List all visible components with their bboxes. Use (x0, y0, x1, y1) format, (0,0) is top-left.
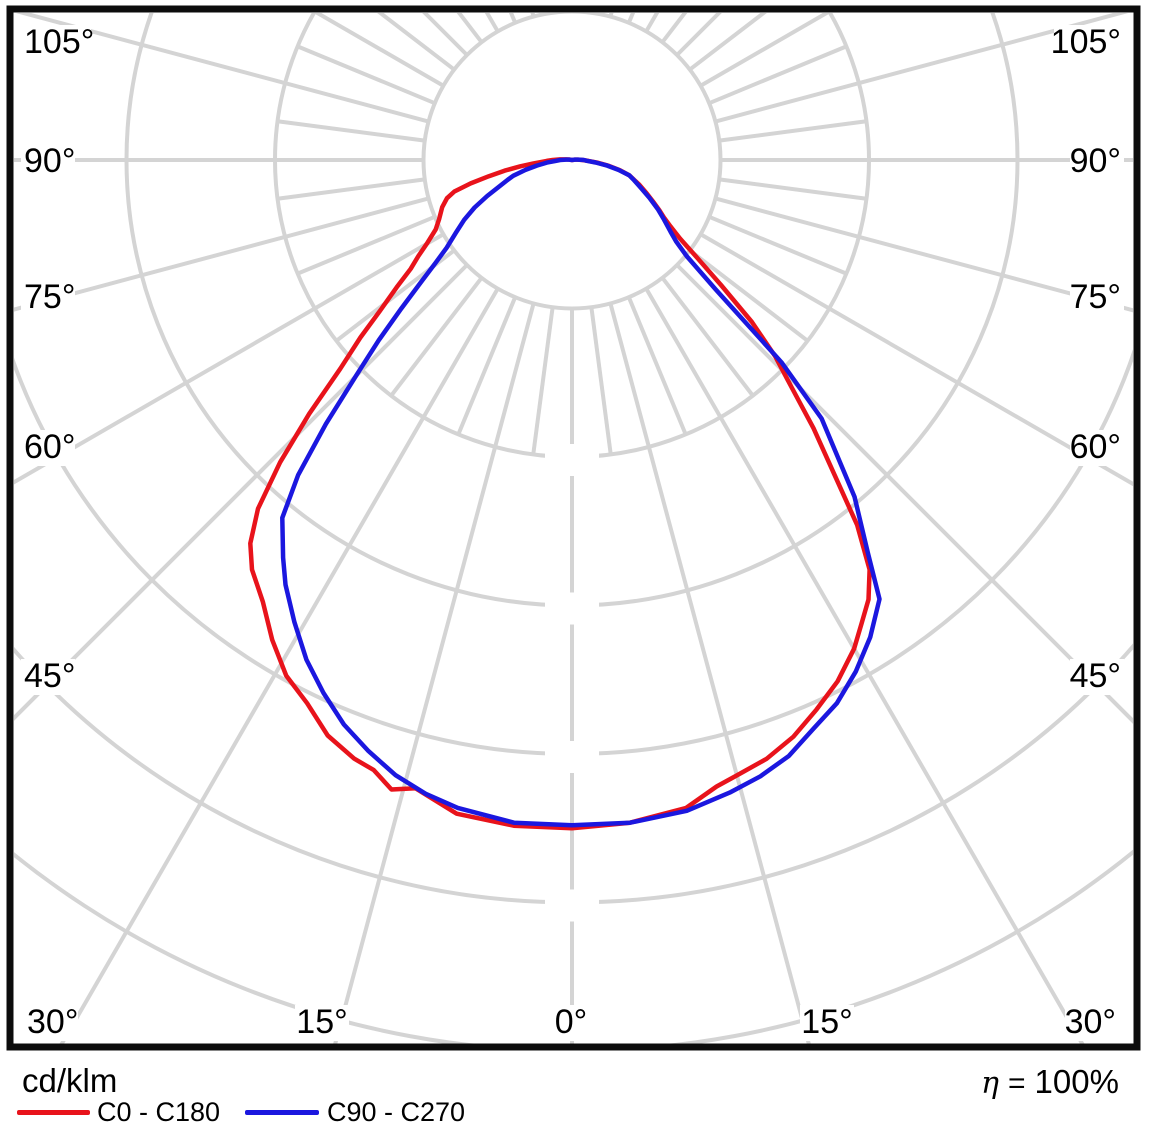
angle-spoke (332, 302, 536, 1045)
minor-angle-spoke (377, 13, 456, 72)
tick-label-bg (21, 659, 75, 695)
minor-angle-spoke (688, 248, 809, 343)
minor-angle-spoke (660, 13, 688, 44)
angle-spoke (699, 232, 1133, 487)
tick-label-bg (1070, 430, 1124, 466)
angle-tick-label: 15° (801, 1003, 852, 1041)
tick-label-bg (1065, 1005, 1119, 1041)
units-label: cd/klm (22, 1062, 118, 1099)
angle-tick-label: 45° (1070, 657, 1121, 695)
minor-angle-spoke (277, 119, 426, 143)
ring-value-box (545, 741, 599, 773)
eta-value: 100% (1034, 1063, 1119, 1100)
angle-spoke (714, 196, 1133, 313)
angle-spoke (14, 263, 469, 721)
minor-angle-spoke (626, 296, 688, 436)
minor-angle-spoke (660, 276, 755, 397)
ring-value-box (545, 592, 599, 625)
minor-angle-spoke (456, 296, 518, 436)
angle-tick-label: 45° (24, 657, 75, 695)
angle-spoke (675, 263, 1133, 724)
tick-label-bg (1070, 659, 1124, 695)
tick-label-bg (800, 1005, 854, 1041)
angle-spoke (644, 287, 1086, 1045)
angle-spoke (14, 196, 430, 312)
tick-label-bg (21, 280, 75, 316)
minor-angle-spoke (708, 214, 848, 276)
minor-angle-spoke (708, 44, 848, 106)
angle-spoke (15, 13, 430, 124)
ring-value-box (545, 444, 599, 476)
tick-label-bg (295, 1005, 349, 1041)
tick-label-bg (21, 144, 75, 180)
legend-label-c0-c180: C0 - C180 (97, 1097, 221, 1127)
legend-swatch-c0-c180 (17, 1110, 90, 1115)
eta-equals: = (1007, 1067, 1026, 1100)
angle-spoke (608, 302, 812, 1045)
angle-tick-label: 15° (296, 1003, 347, 1041)
angle-tick-label: 105° (1051, 23, 1121, 61)
tick-label-bg (552, 1005, 590, 1041)
minor-angle-spoke (531, 306, 555, 455)
minor-angle-spoke (296, 214, 436, 276)
minor-angle-spoke (718, 119, 867, 143)
minor-angle-spoke (296, 44, 436, 106)
angle-tick-label: 90° (24, 142, 75, 180)
tick-label-bg (24, 1005, 78, 1041)
efficiency-readout: η = 100% (981, 1063, 1119, 1101)
legend-swatch-c90-c270 (245, 1110, 319, 1115)
plot-frame (6, 5, 1141, 1051)
angle-spoke (14, 232, 445, 485)
tick-label-bg (1054, 25, 1124, 61)
angle-tick-label: 75° (24, 278, 75, 316)
eta-symbol: η (981, 1066, 999, 1101)
tick-label-bg (1070, 144, 1124, 180)
angle-tick-label: 0° (555, 1003, 588, 1041)
polar-ring (14, 348, 1133, 756)
angle-tick-label: 105° (24, 23, 94, 61)
legend-label-c90-c270: C90 - C270 (327, 1097, 466, 1127)
minor-angle-spoke (589, 306, 613, 455)
minor-angle-spoke (456, 13, 484, 44)
tick-label-bg (21, 430, 75, 466)
curve-c0-c180 (248, 157, 872, 831)
minor-angle-spoke (277, 177, 426, 201)
angle-tick-label: 90° (1070, 142, 1121, 180)
angle-tick-label: 60° (1070, 428, 1121, 466)
tick-label-bg (21, 25, 91, 61)
angle-tick-label: 60° (24, 428, 75, 466)
minor-angle-spoke (688, 13, 767, 72)
angle-tick-label: 75° (1070, 278, 1121, 316)
angle-tick-label: 30° (1065, 1003, 1116, 1041)
curve-c90-c270 (280, 157, 882, 828)
minor-angle-spoke (718, 177, 867, 201)
ring-value-box (545, 889, 599, 922)
angle-tick-label: 30° (27, 1003, 78, 1041)
minor-angle-spoke (389, 276, 484, 397)
angle-spoke (714, 13, 1129, 124)
tick-label-bg (1070, 280, 1124, 316)
angle-spoke (58, 287, 500, 1045)
